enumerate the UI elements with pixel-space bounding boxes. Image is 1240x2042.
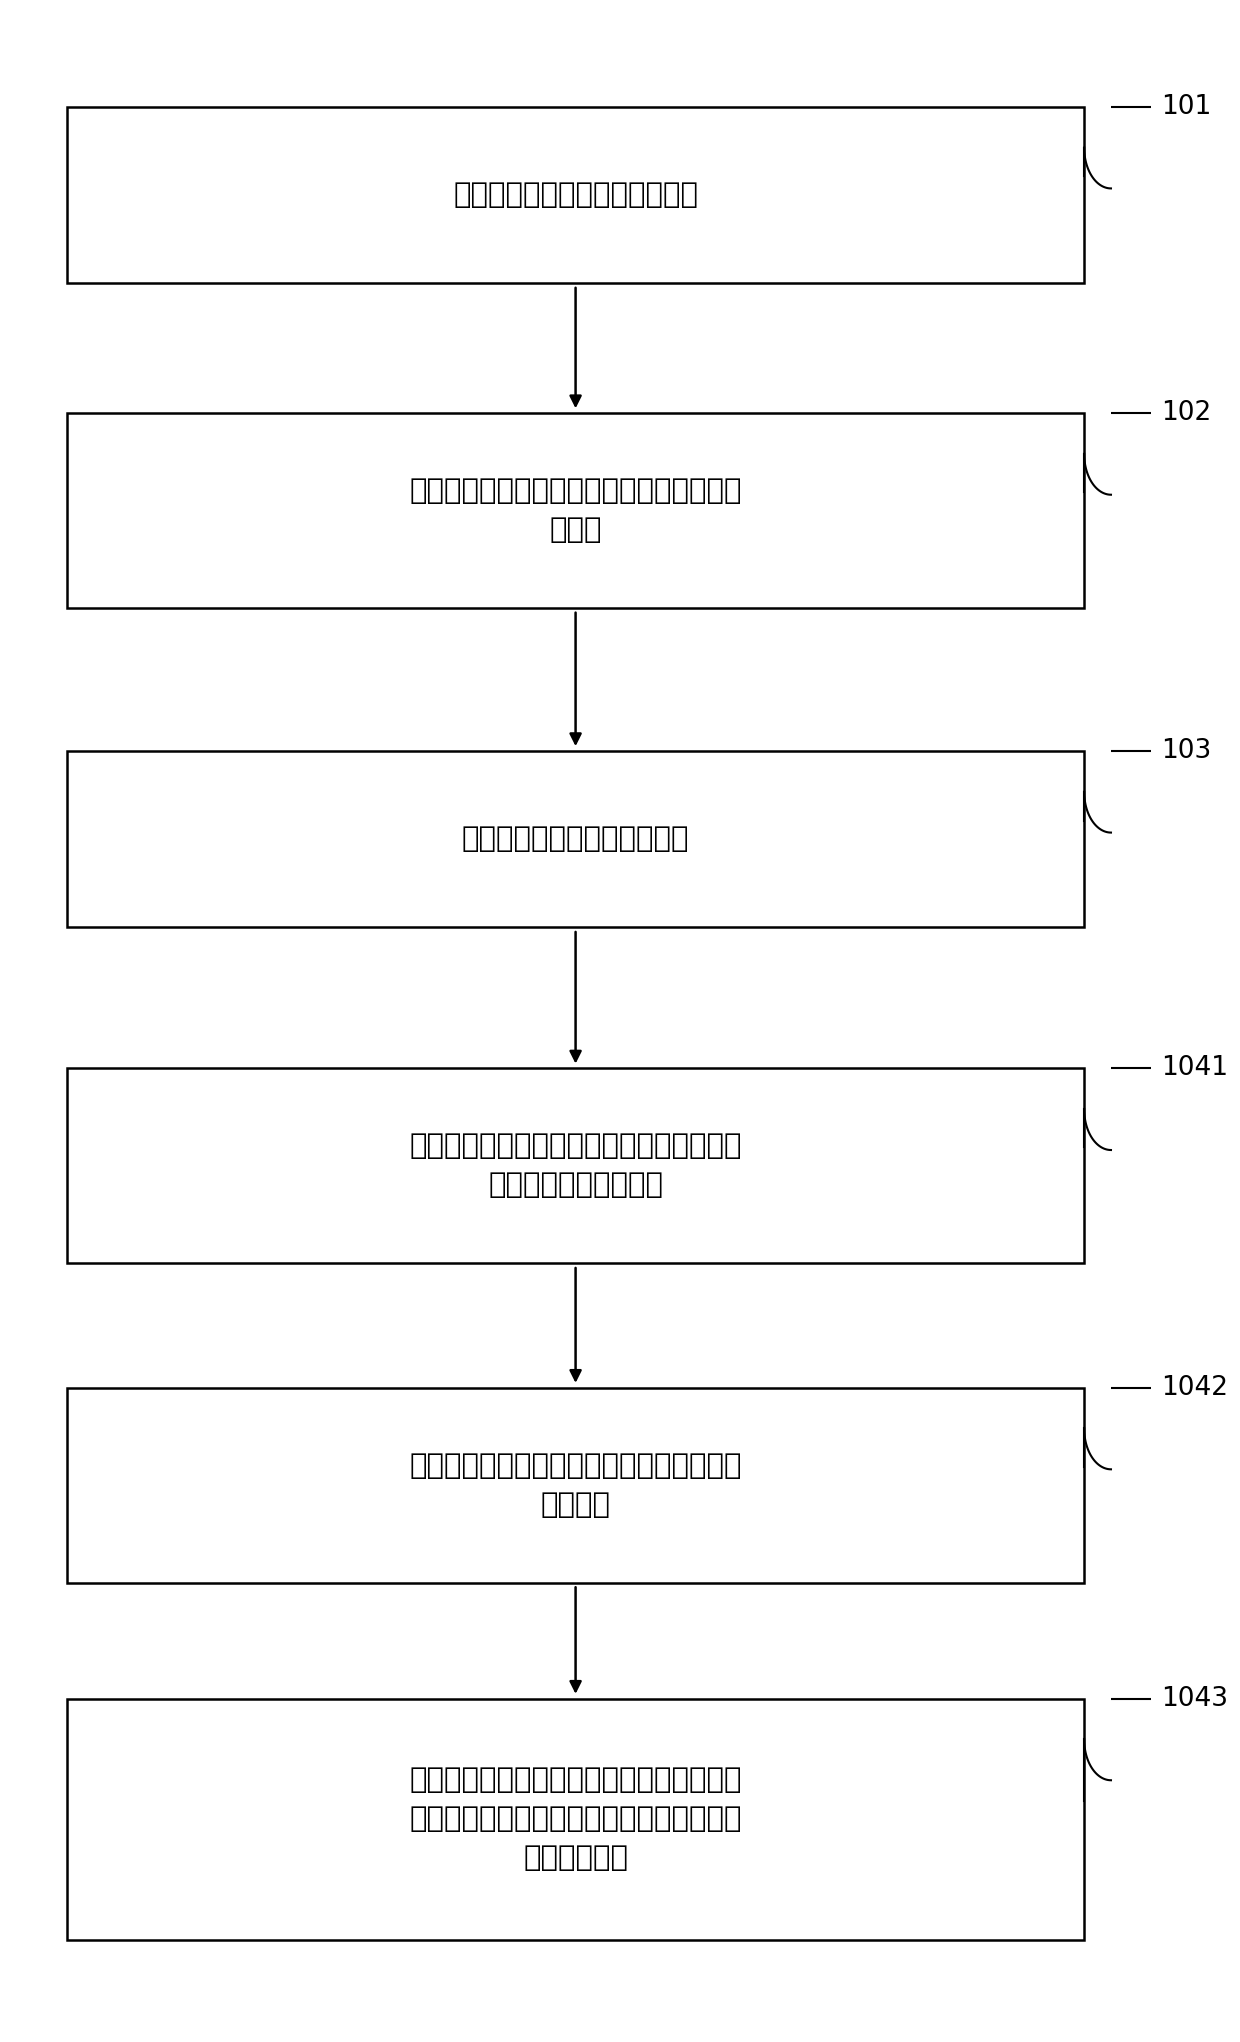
- Text: 获取每个中心线段中所有像素点，以所有像
素点作为待生长种子点: 获取每个中心线段中所有像素点，以所有像 素点作为待生长种子点: [409, 1133, 742, 1199]
- Text: 1041: 1041: [1161, 1056, 1228, 1082]
- FancyBboxPatch shape: [67, 412, 1084, 609]
- Text: 1043: 1043: [1161, 1685, 1228, 1711]
- FancyBboxPatch shape: [67, 106, 1084, 284]
- Text: 获取每次迭代生长得到的各个像素点的位置
信息，并将各个像素点的位置信息存储到对
应的存储位置: 获取每次迭代生长得到的各个像素点的位置 信息，并将各个像素点的位置信息存储到对 …: [409, 1766, 742, 1873]
- FancyBboxPatch shape: [67, 751, 1084, 927]
- FancyBboxPatch shape: [67, 1068, 1084, 1264]
- Text: 1042: 1042: [1161, 1374, 1228, 1401]
- Text: 基于待生长种子点，对相应的中心线段进行
迭代生长: 基于待生长种子点，对相应的中心线段进行 迭代生长: [409, 1452, 742, 1519]
- FancyBboxPatch shape: [67, 1389, 1084, 1583]
- Text: 103: 103: [1161, 737, 1211, 764]
- Text: 提取管状结构图像对应的中心线: 提取管状结构图像对应的中心线: [453, 182, 698, 208]
- Text: 为每个中心线段分配存储位置: 为每个中心线段分配存储位置: [461, 825, 689, 854]
- Text: 根据提取到的管状结构中心线，获取多个中
心线段: 根据提取到的管状结构中心线，获取多个中 心线段: [409, 478, 742, 543]
- FancyBboxPatch shape: [67, 1699, 1084, 1940]
- Text: 101: 101: [1161, 94, 1211, 120]
- Text: 102: 102: [1161, 400, 1211, 427]
